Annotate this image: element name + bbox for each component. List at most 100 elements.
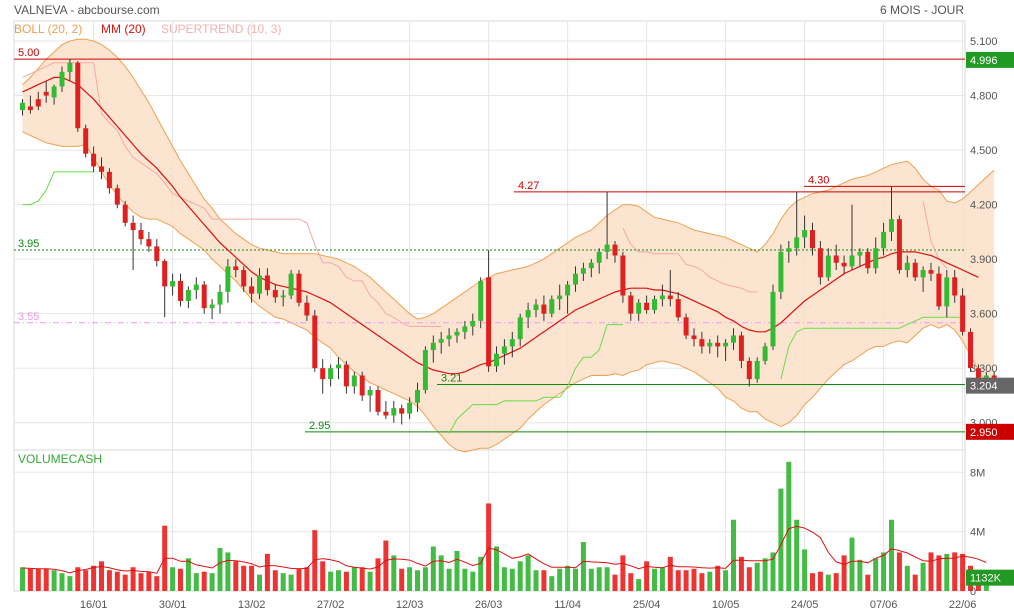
- volume-bar: [51, 570, 57, 591]
- volume-bar: [960, 553, 966, 591]
- volume-bar: [407, 567, 413, 591]
- volume-bar: [185, 558, 191, 591]
- candle-body: [367, 390, 373, 396]
- candle-body: [288, 273, 294, 296]
- candle-body: [225, 266, 231, 292]
- candle-body: [51, 86, 57, 98]
- volume-bar: [778, 488, 784, 591]
- volume-bar: [438, 555, 444, 591]
- candle-body: [383, 411, 389, 416]
- candle-body: [738, 335, 744, 361]
- candle-body: [944, 277, 950, 307]
- candle-body: [462, 326, 468, 332]
- candle-body: [415, 390, 420, 403]
- bollinger-fill: [22, 39, 995, 452]
- volume-bar: [35, 568, 41, 591]
- legend-sma[interactable]: MM (20): [101, 22, 146, 36]
- volume-bar: [201, 571, 207, 591]
- price-tag: [966, 51, 1014, 68]
- volume-bar: [99, 561, 104, 591]
- candle-body: [359, 375, 365, 396]
- candle-body: [565, 284, 571, 296]
- candle-body: [478, 280, 484, 321]
- candle-body: [517, 317, 523, 340]
- volume-bar: [738, 556, 744, 591]
- volume-bar: [928, 552, 934, 591]
- volume-bar: [810, 573, 815, 591]
- volume-bar: [415, 570, 420, 591]
- x-tick-label: 26/03: [475, 599, 503, 611]
- candle-body: [509, 339, 515, 347]
- volume-bar: [328, 571, 334, 591]
- legend-supertrend[interactable]: SUPERTREND (10, 3): [161, 22, 281, 36]
- volume-bar: [841, 555, 847, 591]
- x-tick-label: 16/01: [80, 599, 108, 611]
- level-label: 3.95: [18, 238, 39, 250]
- candle-body: [983, 375, 989, 380]
- volume-bar: [280, 573, 286, 591]
- volume-bar: [272, 570, 278, 591]
- volume-bar: [944, 553, 950, 591]
- volume-bar: [762, 558, 768, 591]
- volume-bar: [217, 547, 223, 591]
- legend-boll[interactable]: BOLL (20, 2): [14, 22, 82, 36]
- candle-body: [280, 295, 286, 298]
- volume-bar: [454, 550, 460, 591]
- volume-bar: [786, 461, 792, 591]
- volume-bar: [178, 568, 183, 591]
- x-tick-label: 13/02: [238, 599, 266, 611]
- candle-body: [35, 99, 41, 107]
- volume-bar: [517, 561, 523, 591]
- candle-body: [817, 248, 823, 278]
- candle-body: [723, 342, 729, 347]
- x-tick-label: 30/01: [159, 599, 187, 611]
- volume-bar: [154, 576, 160, 591]
- x-tick-label: 12/03: [396, 599, 424, 611]
- period-label[interactable]: 6 MOIS - JOUR: [880, 3, 964, 17]
- price-tag-label: 2.950: [970, 427, 998, 439]
- volume-bar: [865, 574, 871, 591]
- bollinger-upper-line: [22, 38, 995, 320]
- volume-tag: [966, 569, 1014, 586]
- supertrend-down-line: [22, 62, 948, 327]
- candle-body: [407, 402, 413, 414]
- candle-body: [928, 270, 934, 274]
- candle-body: [683, 317, 689, 336]
- volume-bar: [59, 573, 65, 591]
- candle-body: [470, 320, 476, 327]
- volume-bar: [707, 571, 713, 591]
- candle-body: [328, 368, 334, 380]
- price-tick-label: 3.300: [970, 363, 998, 375]
- volume-bar: [920, 562, 926, 591]
- volume-bar: [573, 568, 578, 591]
- candle-body: [746, 360, 752, 380]
- volume-bar: [628, 573, 634, 591]
- candle-body: [881, 231, 887, 249]
- volume-bar: [580, 542, 586, 591]
- volume-bar: [557, 568, 563, 591]
- candle-body: [588, 262, 594, 269]
- candle-body: [264, 275, 270, 291]
- volume-bar: [27, 568, 33, 591]
- bollinger-lower-line: [22, 131, 995, 453]
- volume-bar: [170, 567, 176, 591]
- volume-bar: [833, 573, 839, 591]
- volume-bar: [494, 546, 499, 591]
- candle-body: [20, 102, 25, 111]
- candle-body: [351, 375, 357, 387]
- volume-bar: [849, 537, 855, 591]
- volume-bar: [699, 573, 705, 591]
- volume-bar: [304, 567, 310, 591]
- volume-bar: [67, 576, 73, 591]
- candle-body: [699, 339, 705, 347]
- level-label: 5.00: [18, 47, 39, 59]
- volume-bar: [75, 567, 81, 591]
- price-tick-label: 3.900: [970, 254, 998, 266]
- candle-body: [75, 62, 81, 129]
- volume-bar: [675, 570, 681, 591]
- candle-body: [438, 339, 444, 343]
- candle-body: [920, 270, 926, 278]
- candle-body: [249, 286, 255, 294]
- candle-body: [936, 273, 942, 307]
- volume-bar: [612, 574, 618, 591]
